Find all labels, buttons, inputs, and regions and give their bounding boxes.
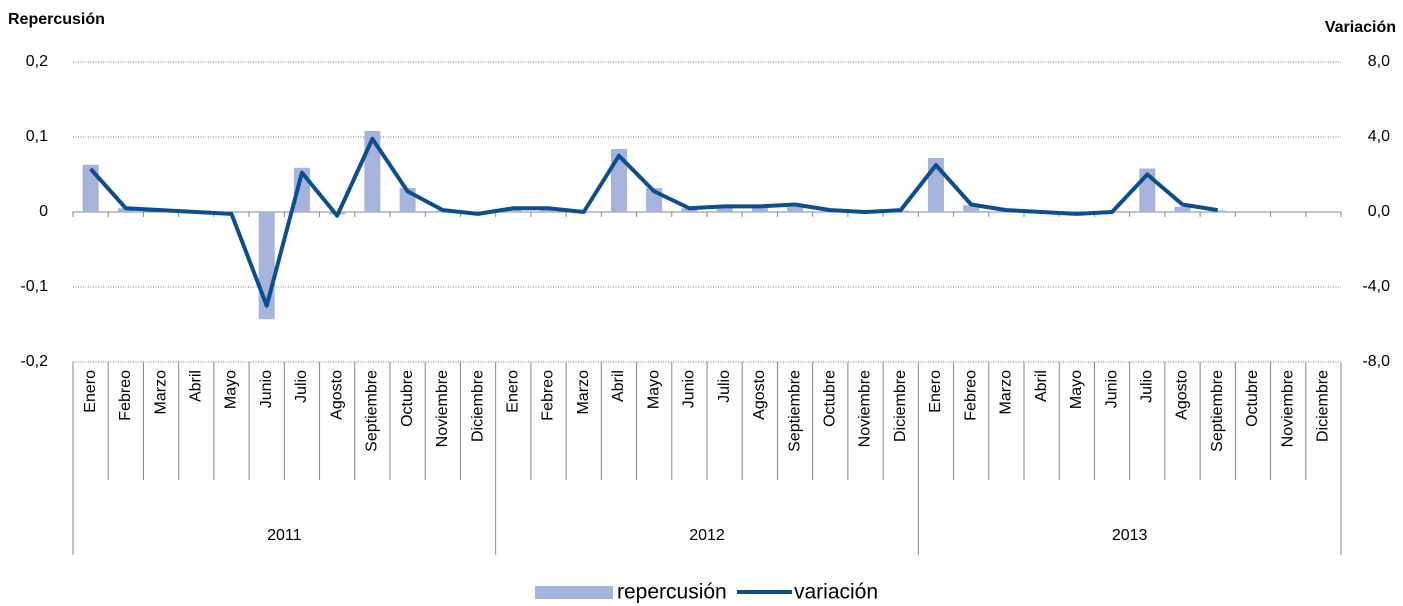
x-tick-label: Octubre — [1244, 370, 1261, 427]
y-tick-label: 0,2 — [26, 53, 48, 70]
x-tick-label: Octubre — [399, 370, 416, 427]
y2-tick-label: 8,0 — [1368, 53, 1390, 70]
y2-axis-title: Variación — [1325, 19, 1396, 36]
y2-tick-label: 4,0 — [1368, 128, 1390, 145]
y2-tick-label: 0,0 — [1368, 203, 1390, 220]
x-tick-label: Marzo — [575, 370, 592, 415]
x-tick-label: Noviembre — [434, 370, 451, 447]
x-tick-label: Agosto — [328, 370, 345, 420]
x-tick-label: Septiembre — [786, 370, 803, 452]
y-tick-label: -0,2 — [20, 353, 48, 370]
legend-label: variación — [794, 581, 878, 604]
y-tick-label: 0 — [39, 203, 48, 220]
x-tick-label: Agosto — [751, 370, 768, 420]
x-tick-label: Septiembre — [1209, 370, 1226, 452]
x-tick-label: Febreo — [540, 370, 557, 421]
x-tick-label: Noviembre — [1279, 370, 1296, 447]
x-tick-label: Junio — [681, 370, 698, 408]
x-tick-label: Diciembre — [469, 370, 486, 442]
y2-tick-label: -4,0 — [1362, 278, 1390, 295]
x-tick-label: Febreo — [117, 370, 134, 421]
group-label: 2012 — [689, 527, 725, 544]
x-tick-label: Marzo — [998, 370, 1015, 415]
x-tick-label: Mayo — [1068, 370, 1085, 409]
x-tick-label: Diciembre — [892, 370, 909, 442]
x-tick-label: Noviembre — [857, 370, 874, 447]
y2-tick-label: -8,0 — [1362, 353, 1390, 370]
y-tick-label: -0,1 — [20, 278, 48, 295]
bar — [1209, 210, 1226, 212]
x-tick-label: Marzo — [152, 370, 169, 415]
x-tick-label: Julio — [1138, 370, 1155, 403]
x-tick-label: Septiembre — [364, 370, 381, 452]
bar — [1174, 206, 1191, 212]
bar — [716, 207, 733, 212]
legend-swatch — [535, 586, 613, 599]
group-label: 2013 — [1112, 527, 1148, 544]
line — [89, 136, 1219, 308]
bar — [751, 207, 768, 212]
x-tick-label: Abril — [187, 370, 204, 402]
bar — [82, 164, 99, 212]
x-tick-label: Julio — [293, 370, 310, 403]
x-tick-label: Agosto — [1174, 370, 1191, 420]
x-tick-label: Enero — [927, 370, 944, 413]
bar — [787, 206, 804, 212]
x-tick-label: Octubre — [821, 370, 838, 427]
y-axis-title: Repercusión — [8, 11, 105, 28]
group-label: 2011 — [267, 527, 302, 544]
bar — [540, 209, 557, 212]
x-tick-label: Junio — [258, 370, 275, 408]
x-tick-label: Abril — [610, 370, 627, 402]
x-tick-label: Enero — [504, 370, 521, 413]
x-tick-label: Mayo — [645, 370, 662, 409]
x-tick-label: Enero — [82, 370, 99, 413]
x-tick-label: Junio — [1103, 370, 1120, 408]
x-tick-label: Febreo — [962, 370, 979, 421]
legend-label: repercusión — [617, 581, 727, 604]
bar — [505, 209, 522, 212]
x-tick-label: Abril — [1033, 370, 1050, 402]
y-tick-label: 0,1 — [26, 128, 48, 145]
x-tick-label: Julio — [716, 370, 733, 403]
x-tick-label: Mayo — [223, 370, 240, 409]
x-tick-label: Diciembre — [1315, 370, 1332, 442]
bar — [963, 205, 980, 212]
